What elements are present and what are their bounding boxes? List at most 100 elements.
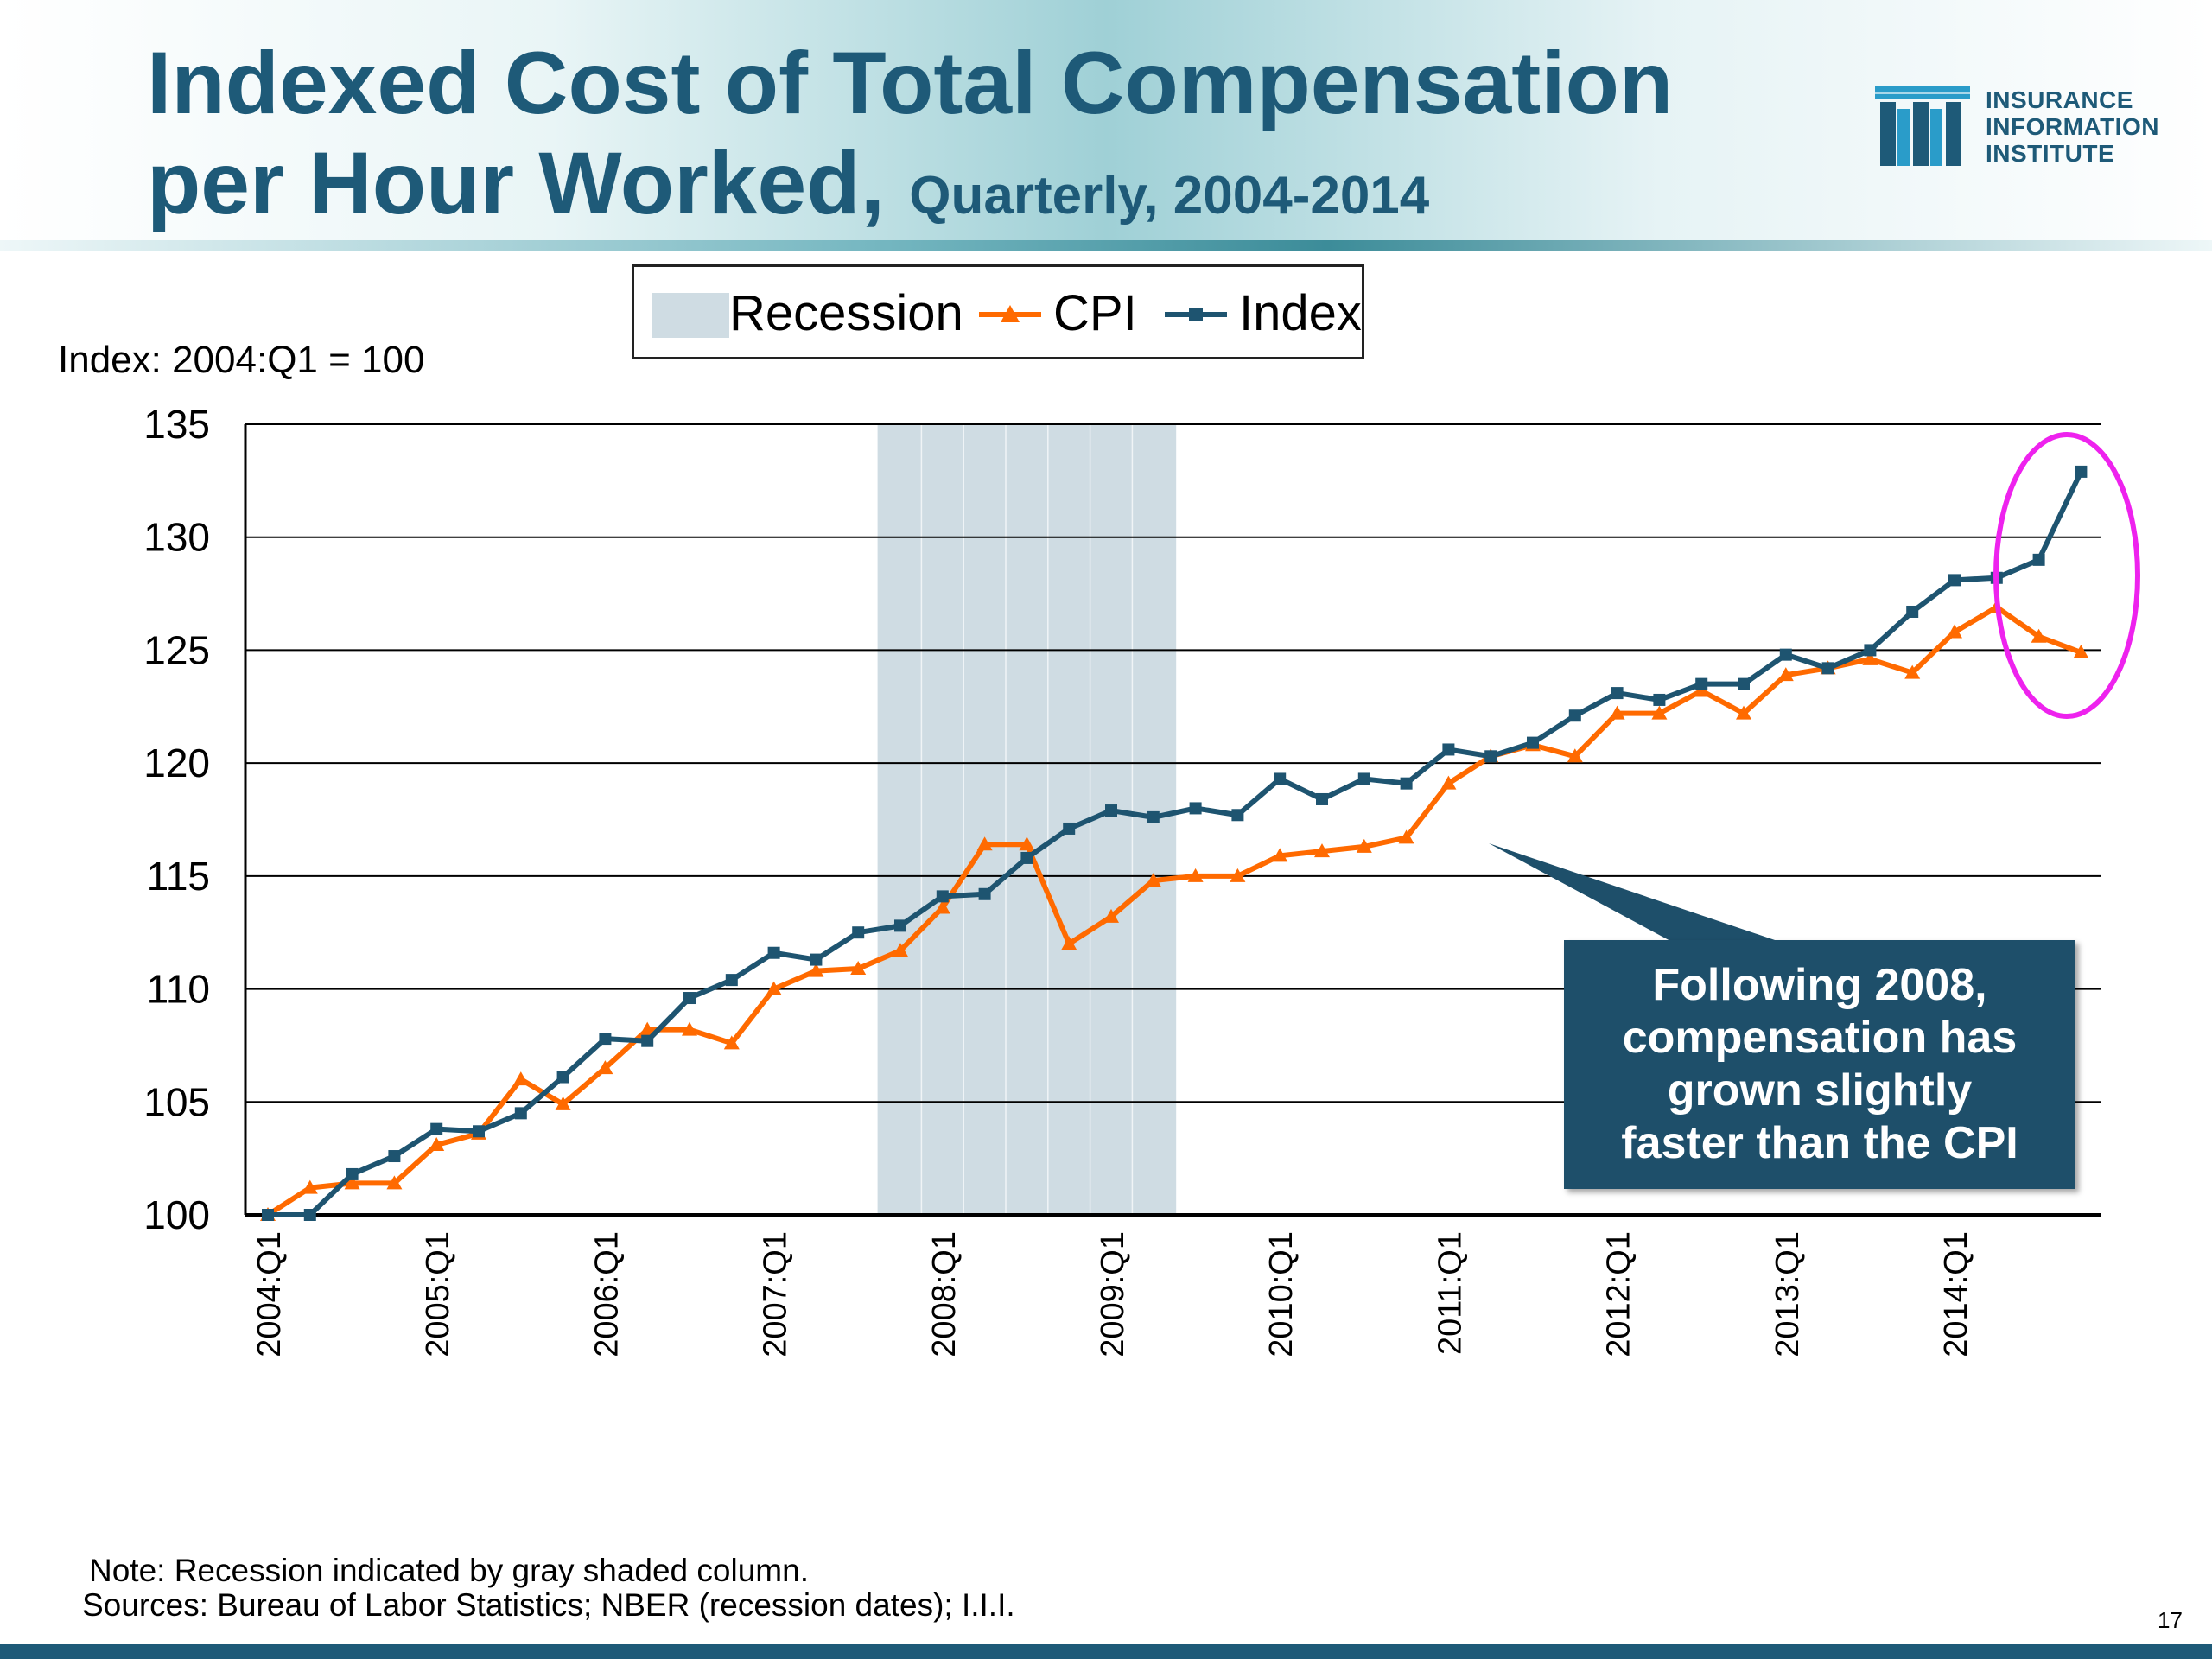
- data-point-cpi: [1019, 836, 1035, 851]
- legend-index-label: Index: [1239, 285, 1362, 341]
- data-point-cpi: [1904, 664, 1921, 679]
- data-point-index: [1568, 709, 1581, 722]
- series-line-cpi: [266, 604, 2082, 1217]
- data-point-cpi: [893, 943, 908, 957]
- page-title: Indexed Cost of Total Compensation per H…: [147, 33, 1789, 246]
- footnote-sources: Sources: Bureau of Labor Statistics; NBE…: [82, 1587, 1015, 1623]
- data-point-index: [1442, 743, 1455, 756]
- data-point-cpi: [682, 1021, 697, 1036]
- data-point-index: [1906, 605, 1919, 618]
- data-point-cpi: [639, 1021, 656, 1036]
- data-point-cpi: [555, 1096, 571, 1110]
- data-point-index: [1231, 809, 1244, 822]
- y-tick-label: 110: [147, 967, 210, 1012]
- data-point-index: [1695, 677, 1708, 690]
- data-point-cpi: [1314, 843, 1330, 858]
- x-tick-label: 2010:Q1: [1263, 1231, 1300, 1357]
- data-point-cpi: [1103, 908, 1119, 923]
- data-point-index: [1147, 810, 1160, 823]
- data-point-cpi: [1230, 868, 1246, 882]
- data-point-cpi: [302, 1179, 318, 1194]
- data-point-index: [1105, 804, 1117, 817]
- data-point-index: [514, 1107, 527, 1120]
- data-point-cpi: [1651, 705, 1668, 720]
- data-point-index: [1316, 792, 1328, 805]
- data-point-cpi: [2031, 628, 2047, 643]
- data-point-cpi: [344, 1175, 360, 1190]
- iii-logo: INSURANCE INFORMATION INSTITUTE: [1875, 83, 2186, 169]
- logo-wordmark: INSURANCE INFORMATION INSTITUTE: [1986, 86, 2159, 167]
- x-tick-label: 2004:Q1: [251, 1231, 288, 1357]
- y-tick-label: 105: [143, 1079, 210, 1124]
- data-point-index: [303, 1209, 316, 1221]
- data-point-cpi: [1187, 868, 1204, 882]
- data-point-index: [2075, 465, 2088, 478]
- data-point-cpi: [1356, 838, 1372, 853]
- data-point-cpi: [1736, 705, 1751, 720]
- data-point-index: [1400, 777, 1413, 790]
- data-point-cpi: [1777, 667, 1794, 682]
- y-tick-label: 125: [143, 627, 210, 672]
- data-point-index: [2032, 553, 2045, 566]
- data-point-index: [683, 992, 696, 1005]
- x-tick-label: 2011:Q1: [1432, 1231, 1468, 1355]
- page-number: 17: [2158, 1607, 2183, 1633]
- header-divider: [0, 240, 2212, 251]
- y-tick-label: 120: [143, 741, 210, 785]
- data-point-cpi: [1567, 748, 1583, 763]
- data-point-cpi: [808, 963, 824, 977]
- data-point-cpi: [429, 1136, 445, 1151]
- data-point-index: [262, 1209, 274, 1221]
- data-point-index: [894, 919, 906, 932]
- x-tick-label: 2014:Q1: [1938, 1231, 1974, 1357]
- data-point-cpi: [976, 836, 993, 851]
- data-point-index: [1821, 662, 1834, 675]
- data-point-index: [1063, 822, 1076, 835]
- logo-text-line: INFORMATION: [1986, 113, 2159, 140]
- data-point-cpi: [850, 961, 867, 976]
- y-tick-labels: 100 105 110 115 120 125 130 135: [143, 402, 210, 1237]
- data-point-cpi: [1947, 624, 1962, 639]
- data-point-index: [346, 1167, 359, 1180]
- callout-text: Following 2008, compensation has grown s…: [1621, 960, 2018, 1168]
- logo-mark-icon: [1875, 86, 1970, 166]
- y-tick-label: 115: [147, 854, 210, 899]
- y-tick-label: 100: [143, 1192, 210, 1237]
- data-point-index: [725, 974, 738, 987]
- header-band: [0, 0, 2212, 251]
- legend-recession-swatch: [652, 293, 729, 338]
- bottom-bar: [0, 1644, 2212, 1659]
- data-point-index: [767, 946, 780, 959]
- data-point-cpi: [766, 981, 782, 995]
- x-tick-label: 2013:Q1: [1770, 1231, 1806, 1357]
- x-tick-label: 2005:Q1: [420, 1231, 456, 1357]
- y-tick-label: 130: [143, 515, 210, 560]
- data-point-cpi: [1862, 651, 1878, 665]
- logo-text-line: INSTITUTE: [1986, 140, 2115, 167]
- data-point-index: [1274, 772, 1287, 785]
- data-point-cpi: [1609, 705, 1625, 720]
- highlight-ellipse: [1993, 432, 2140, 719]
- legend-recession-label: Recession: [729, 285, 963, 341]
- chart-legend: Recession CPI Index: [632, 264, 1364, 359]
- data-point-index: [430, 1122, 443, 1135]
- data-point-cpi: [934, 899, 950, 914]
- data-point-index: [1738, 677, 1750, 690]
- data-point-cpi: [597, 1060, 613, 1075]
- data-point-index: [1611, 687, 1624, 700]
- series-line-index: [268, 470, 2084, 1217]
- x-tick-label: 2008:Q1: [926, 1231, 963, 1357]
- data-point-cpi: [512, 1071, 529, 1086]
- legend-cpi-label: CPI: [1053, 285, 1137, 341]
- data-point-index: [936, 890, 949, 903]
- data-point-index: [1779, 648, 1792, 661]
- recession-shading: [877, 424, 1177, 1215]
- title-line-2: per Hour Worked,: [147, 134, 885, 232]
- x-tick-label: 2006:Q1: [588, 1231, 625, 1357]
- data-point-cpi: [1145, 873, 1161, 887]
- title-line-1: Indexed Cost of Total Compensation: [147, 34, 1674, 132]
- data-point-cpi: [1398, 830, 1414, 844]
- data-point-index: [1357, 772, 1370, 785]
- x-tick-label: 2007:Q1: [758, 1231, 794, 1357]
